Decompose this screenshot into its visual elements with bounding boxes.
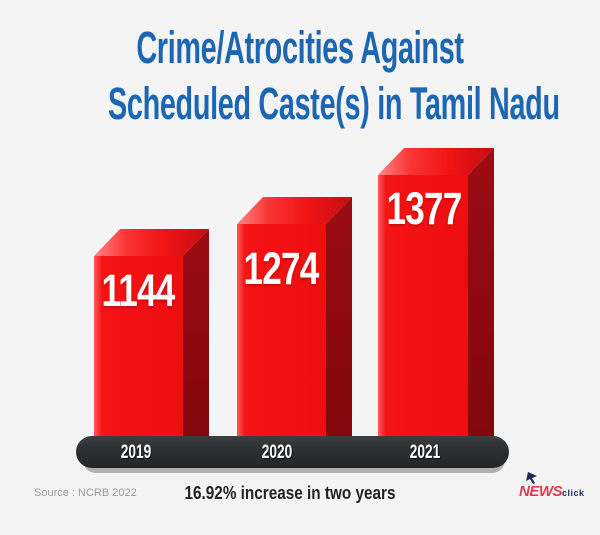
bar-2021: [378, 148, 494, 437]
bar-2019: [94, 229, 209, 437]
bar-2020-front: [237, 224, 326, 437]
bar-2020-side: [326, 197, 352, 437]
axis-label-2019: 2019: [120, 442, 152, 463]
bar-2020-top: [237, 197, 352, 224]
chart-title-line2: Scheduled Caste(s) in Tamil Nadu: [108, 78, 560, 129]
bar-2019-side: [183, 229, 209, 437]
bar-2021-side: [468, 148, 494, 437]
bar-2019-top: [94, 229, 209, 256]
bar-value-2020: 1274: [243, 243, 320, 294]
axis-label-2020: 2020: [261, 442, 293, 463]
click-cursor-icon: [526, 472, 537, 484]
bar-value-2021: 1377: [386, 183, 463, 234]
source-note: Source : NCRB 2022: [34, 487, 137, 499]
axis-label-2021: 2021: [409, 442, 441, 463]
newsclick-logo-text: NEWSclick: [519, 483, 585, 501]
newsclick-logo: NEWSclick: [519, 472, 594, 504]
bar-2019-front: [94, 256, 183, 437]
bar-2020: [237, 197, 352, 437]
bar-2021-front: [378, 175, 468, 437]
chart-title: Crime/Atrocities Against Scheduled Caste…: [0, 20, 600, 132]
chart-title-line1: Crime/Atrocities Against: [136, 22, 464, 73]
increase-note: 16.92% increase in two years: [184, 483, 396, 503]
bar-value-2019: 1144: [101, 265, 175, 316]
base-pill: [76, 436, 509, 468]
logo-click-text: click: [562, 488, 585, 498]
bar-2021-top: [378, 148, 494, 175]
logo-news-text: NEWS: [519, 483, 563, 500]
